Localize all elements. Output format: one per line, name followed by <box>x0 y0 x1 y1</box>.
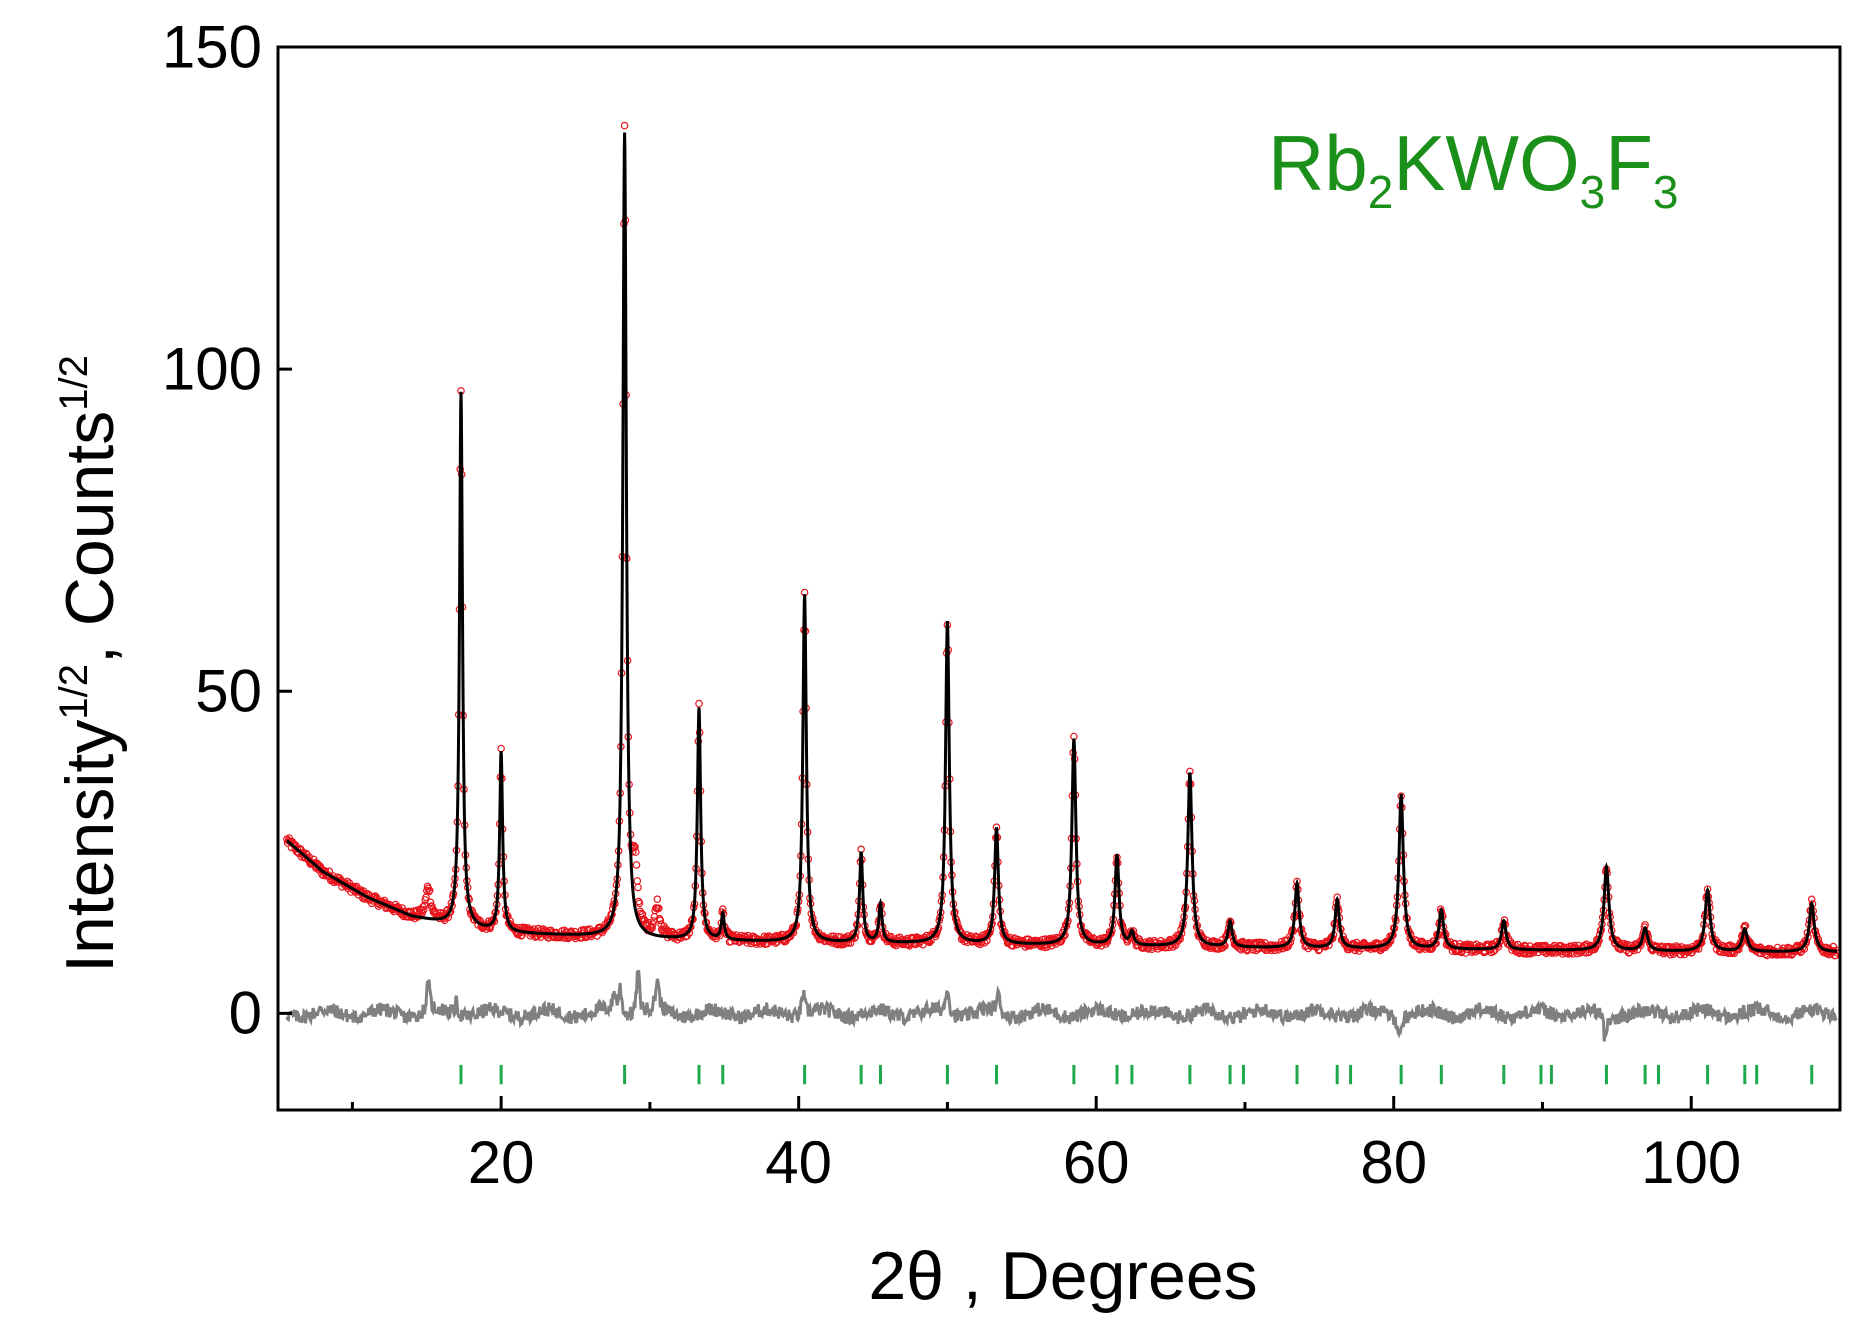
observed-point <box>634 883 642 892</box>
difference-curve-line <box>285 969 1838 1042</box>
formula-sub-2: 3 <box>1579 166 1606 218</box>
observed-point <box>695 699 703 708</box>
observed-point <box>424 884 433 893</box>
observed-point <box>497 744 505 753</box>
observed-point <box>293 844 302 853</box>
observed-point <box>419 905 428 914</box>
y-axis-label-exp2: 1/2 <box>52 355 96 411</box>
formula-sub-3: 3 <box>1652 166 1679 218</box>
x-tick-label: 100 <box>1641 1129 1742 1196</box>
difference-curve-group <box>285 969 1838 1042</box>
observed-point <box>648 924 656 932</box>
observed-point <box>653 895 662 904</box>
observed-point <box>649 920 657 928</box>
axes-frame <box>276 45 1842 1112</box>
calculated-profile-group <box>286 132 1837 953</box>
formula-part-2: KWO <box>1393 119 1580 207</box>
observed-point <box>631 848 640 856</box>
observed-point <box>633 877 642 885</box>
y-axis-label-base: Intensity <box>52 719 128 973</box>
x-tick-label: 60 <box>1062 1129 1130 1196</box>
y-axis-label-mid: , Counts <box>52 410 128 664</box>
formula-part-1: Rb <box>1268 119 1368 207</box>
observed-point <box>620 121 629 130</box>
axis-ticks <box>278 45 1693 1110</box>
observed-point <box>426 898 435 907</box>
y-tick-label: 0 <box>228 979 262 1047</box>
y-tick-label: 150 <box>161 13 262 81</box>
formula-sub-1: 2 <box>1367 166 1394 218</box>
y-tick-label: 100 <box>161 335 262 403</box>
calculated-profile-line <box>286 132 1837 953</box>
x-tick-label: 20 <box>467 1129 535 1196</box>
y-axis-label: Intensity1/2, Counts1/2 <box>51 355 129 973</box>
observed-point <box>656 916 665 925</box>
bragg-reflection-ticks <box>459 1064 1814 1085</box>
formula-part-3: F <box>1605 119 1653 207</box>
x-tick-label: 80 <box>1360 1129 1428 1196</box>
x-tick-label: 40 <box>765 1129 833 1196</box>
observed-data-series <box>283 121 1841 960</box>
observed-point <box>632 861 641 869</box>
y-axis-label-exp1: 1/2 <box>52 664 96 720</box>
plot-frame <box>276 45 1842 1112</box>
y-tick-label: 50 <box>195 657 262 725</box>
observed-point <box>425 886 434 895</box>
x-axis-label: 2θ , Degrees <box>868 1238 1258 1314</box>
observed-point <box>654 904 663 913</box>
compound-formula-annotation: Rb2KWO3F3 <box>1268 118 1678 219</box>
observed-point <box>635 899 644 908</box>
